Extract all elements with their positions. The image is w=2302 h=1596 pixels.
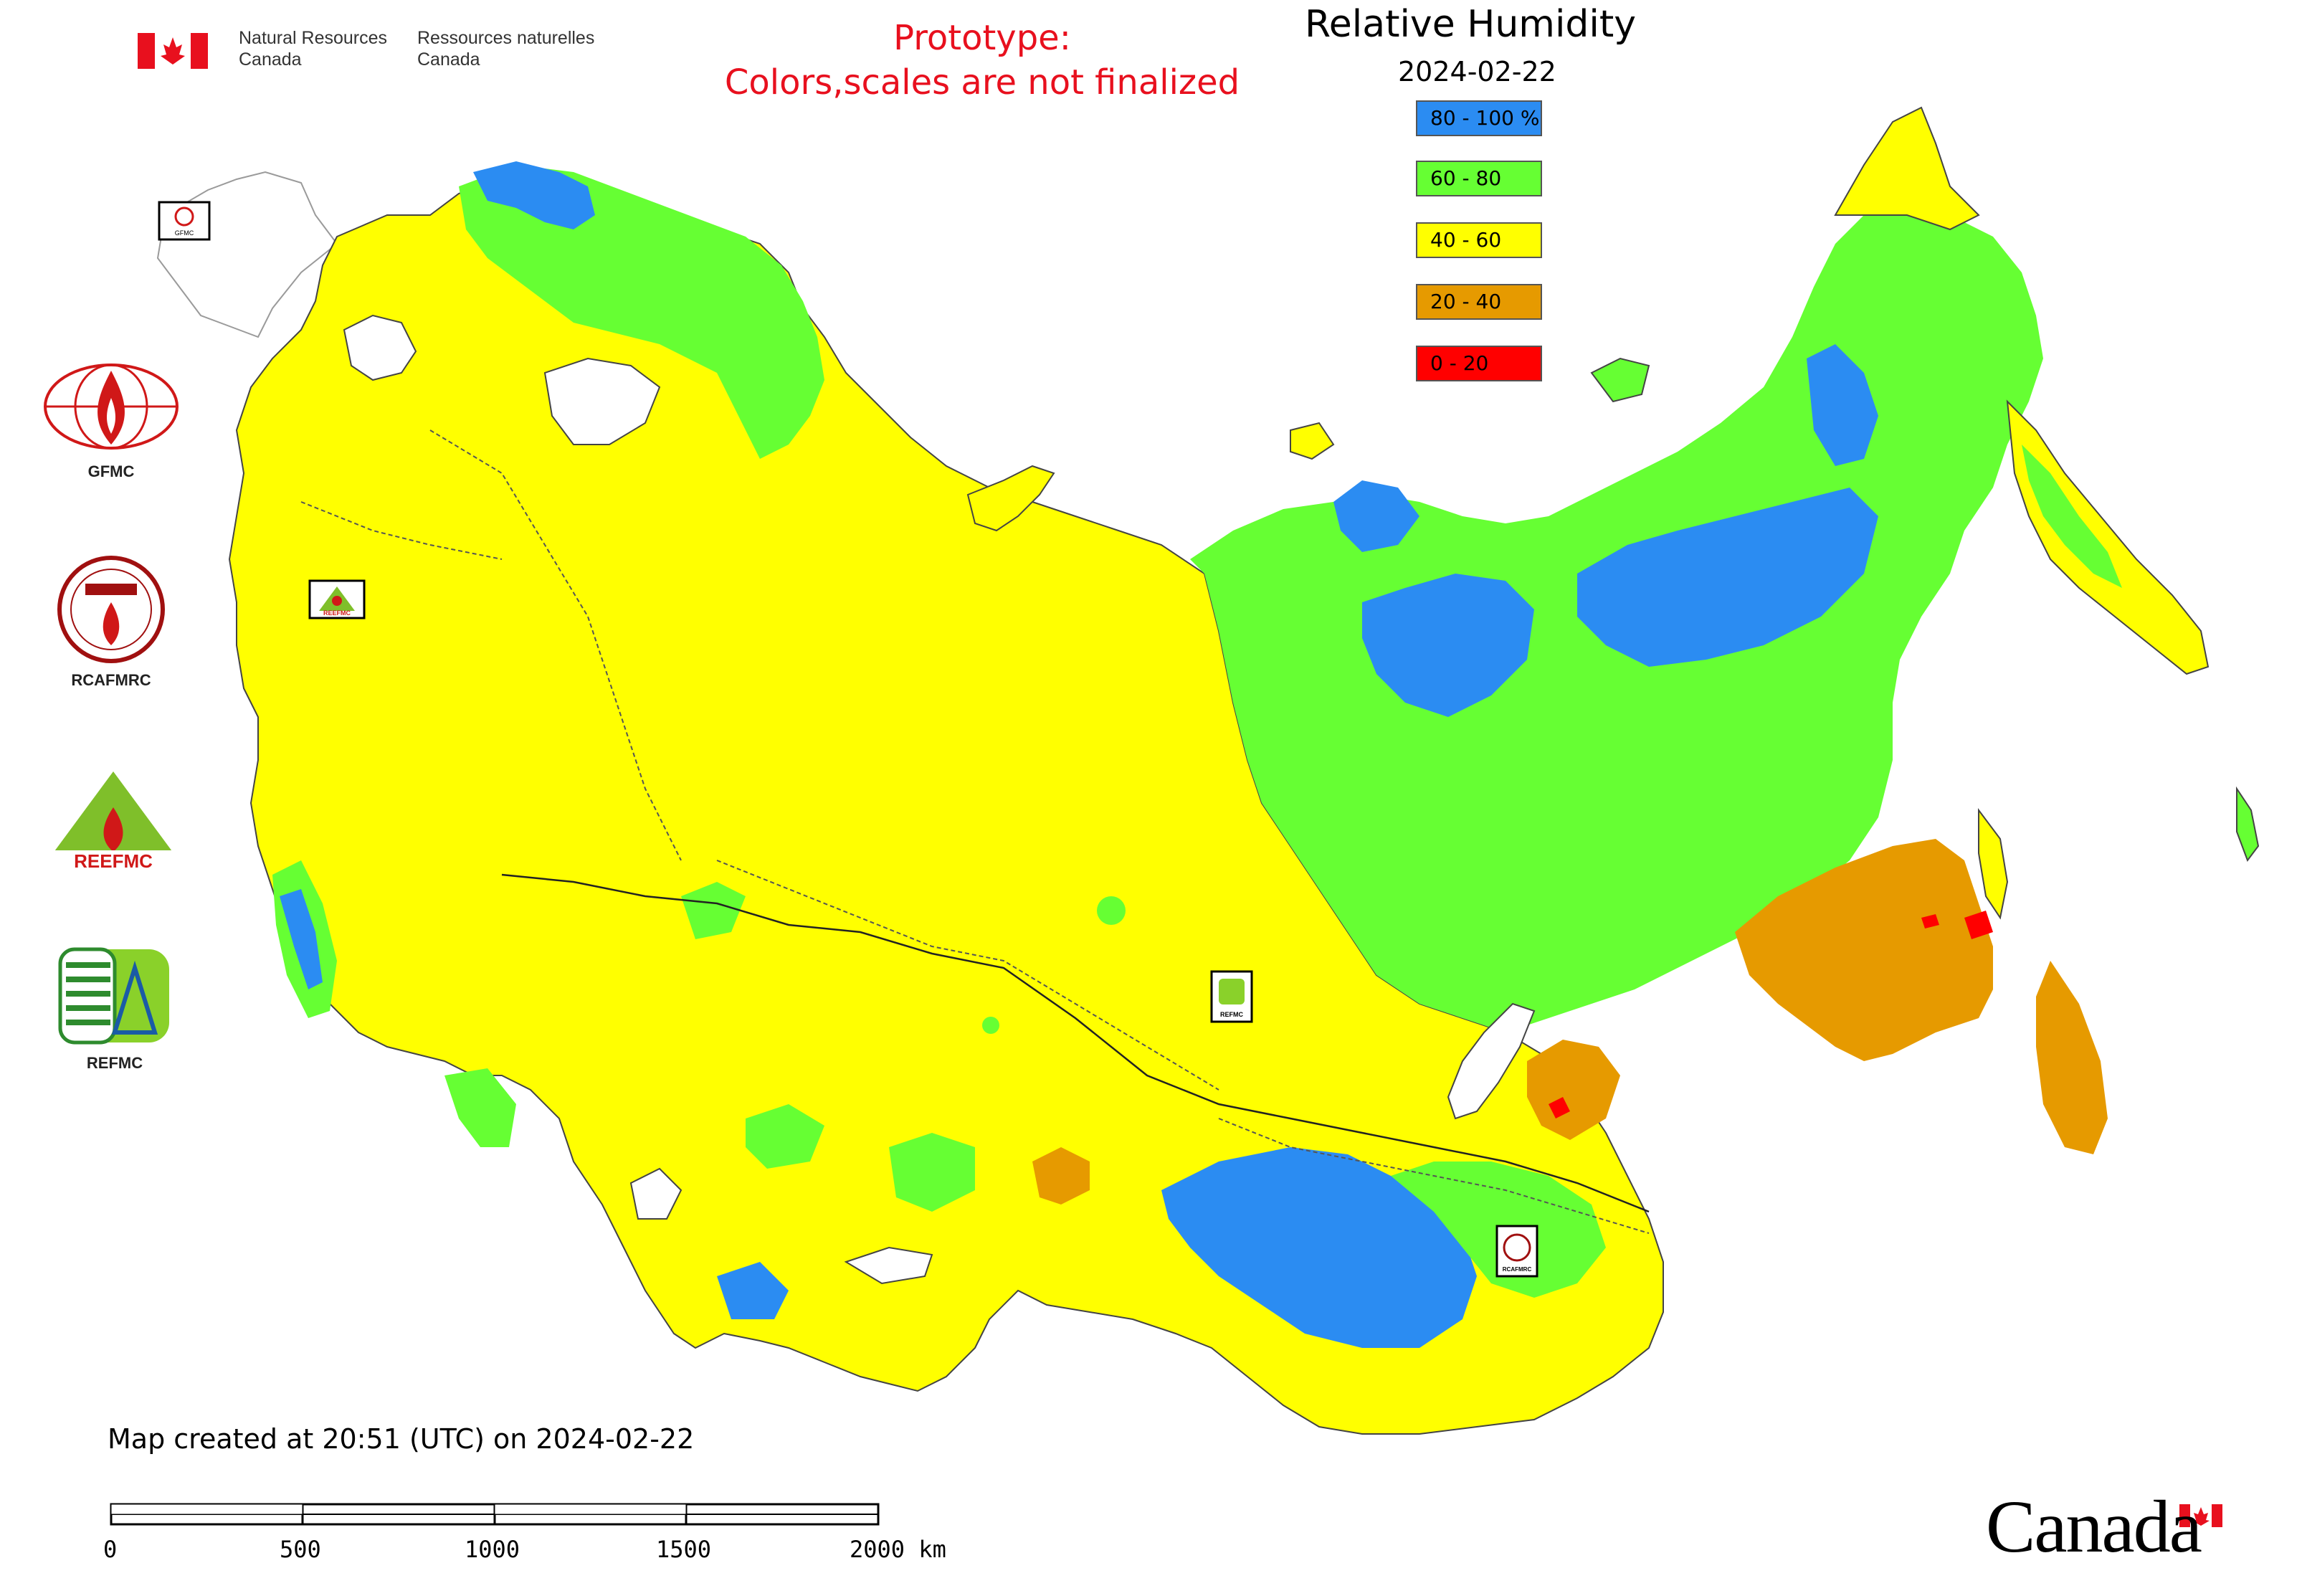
scale-bar — [110, 1503, 880, 1526]
country-borders — [501, 873, 1650, 1213]
red-spot-2 — [1964, 911, 1993, 939]
nrcan-org-fr-line2: Canada — [417, 49, 480, 70]
scale-tick-1500: 1500 — [656, 1536, 712, 1563]
balkhash-lake — [844, 1246, 933, 1285]
scale-tick-2000: 2000 km — [850, 1536, 946, 1563]
nrcan-org-en-line1: Natural Resources — [239, 28, 388, 48]
central-asia-blue — [717, 1262, 789, 1319]
prototype-notice: Prototype: Colors,scales are not finaliz… — [667, 16, 1298, 105]
north-europe-green — [459, 165, 824, 459]
legend-label: 80 - 100 % — [1430, 106, 1540, 130]
kuril-islands — [2236, 786, 2260, 863]
map-created-note: Map created at 20:51 (UTC) on 2024-02-22 — [108, 1423, 695, 1455]
legend-item-0-20: 0 - 20 — [1416, 346, 1542, 381]
legend-label: 0 - 20 — [1430, 351, 1489, 375]
rcafmrc-logo: RCAFMRC — [39, 552, 183, 689]
admin-borders — [300, 429, 1650, 1234]
map-title: Relative Humidity — [1305, 3, 1637, 46]
kazakh-green-spot-2 — [982, 1017, 999, 1034]
mongolia-blue — [1161, 1147, 1477, 1348]
nrcan-org-fr-line1: Ressources naturelles — [417, 28, 595, 48]
reefmc-logo: REEFMC — [34, 766, 192, 880]
canada-wordmark: Canada — [1986, 1486, 2202, 1568]
marker-gfmc: GFMC — [158, 201, 211, 241]
gfmc-logo: GFMC — [39, 362, 183, 480]
caspian-green — [444, 1068, 516, 1147]
refmc-label: REFMC — [86, 1054, 143, 1072]
scale-tick-1000: 1000 — [465, 1536, 520, 1563]
red-spot-3 — [1921, 914, 1939, 928]
marker-refmc-label: REFMC — [1220, 1011, 1243, 1018]
arctic-islands-1 — [1290, 422, 1335, 460]
legend-label: 60 - 80 — [1430, 166, 1502, 190]
rcafmrc-label: RCAFMRC — [71, 671, 151, 689]
landmass-yellow — [228, 174, 1664, 1435]
baikal-orange — [1527, 1040, 1620, 1140]
rcafmrc-emblem-icon — [57, 556, 165, 663]
prototype-line1: Prototype: — [893, 18, 1071, 58]
taimyr-blue — [1333, 480, 1419, 552]
sakhalin-orange — [2036, 961, 2108, 1154]
mongolia-orange — [1032, 1147, 1090, 1205]
kamchatka — [2006, 399, 2210, 675]
nrcan-org-fr: Ressources naturelles Canada — [417, 27, 594, 70]
aral-sea — [629, 1167, 682, 1220]
marker-rcafmrc-label: RCAFMRC — [1503, 1266, 1532, 1273]
nrcan-org-en-line2: Canada — [239, 49, 302, 70]
gfmc-label: GFMC — [87, 462, 135, 480]
marker-rcafmrc: RCAFMRC — [1495, 1225, 1538, 1278]
refmc-emblem-icon — [58, 947, 169, 1045]
novaya-zemlya — [966, 465, 1055, 532]
legend-item-40-60: 40 - 60 — [1416, 222, 1542, 258]
map-date: 2024-02-22 — [1398, 56, 1556, 87]
legend-item-20-40: 20 - 40 — [1416, 284, 1542, 320]
central-asia-green-2 — [746, 1104, 824, 1169]
legend-item-80-100: 80 - 100 % — [1416, 100, 1542, 136]
north-europe-blue — [473, 161, 595, 229]
marker-gfmc-label: GFMC — [175, 229, 194, 237]
nrcan-org-en: Natural Resources Canada — [239, 27, 387, 70]
new-siberian-islands — [1590, 357, 1650, 403]
legend-item-60-80: 60 - 80 — [1416, 161, 1542, 196]
amur-orange — [1735, 839, 1993, 1061]
scale-tick-500: 500 — [280, 1536, 321, 1563]
marker-reefmc: REEFMC — [308, 579, 366, 619]
reefmc-emblem-icon: REEFMC — [42, 771, 185, 872]
marker-reefmc-label: REEFMC — [323, 609, 351, 617]
kamchatka-green — [2022, 445, 2122, 588]
urals-green — [681, 882, 746, 939]
marker-refmc: REFMC — [1210, 970, 1253, 1023]
siberia-blue-2 — [1577, 488, 1878, 667]
gfmc-emblem-icon — [44, 364, 179, 450]
kazakh-green-spot — [1097, 896, 1126, 925]
caucasus-blue — [280, 889, 323, 989]
red-spot-1 — [1549, 1097, 1570, 1118]
canada-wordmark-flag — [2179, 1504, 2222, 1527]
scale-tick-0: 0 — [103, 1536, 118, 1563]
baikal-lake — [1447, 1002, 1536, 1120]
nrcan-flag — [138, 33, 208, 69]
reefmc-wordmark: REEFMC — [74, 850, 153, 872]
sakhalin-island — [1978, 808, 2009, 920]
central-asia-green-1 — [889, 1133, 975, 1212]
prototype-line2: Colors,scales are not finalized — [724, 62, 1240, 103]
refmc-logo: REFMC — [50, 939, 179, 1083]
ladoga — [343, 314, 417, 381]
legend-label: 20 - 40 — [1430, 290, 1502, 313]
white-sea — [543, 357, 661, 445]
siberia-blue-3 — [1807, 344, 1878, 466]
siberia-blue-1 — [1362, 574, 1534, 717]
chukotka-yellow — [1834, 106, 1980, 231]
legend-label: 40 - 60 — [1430, 228, 1502, 252]
